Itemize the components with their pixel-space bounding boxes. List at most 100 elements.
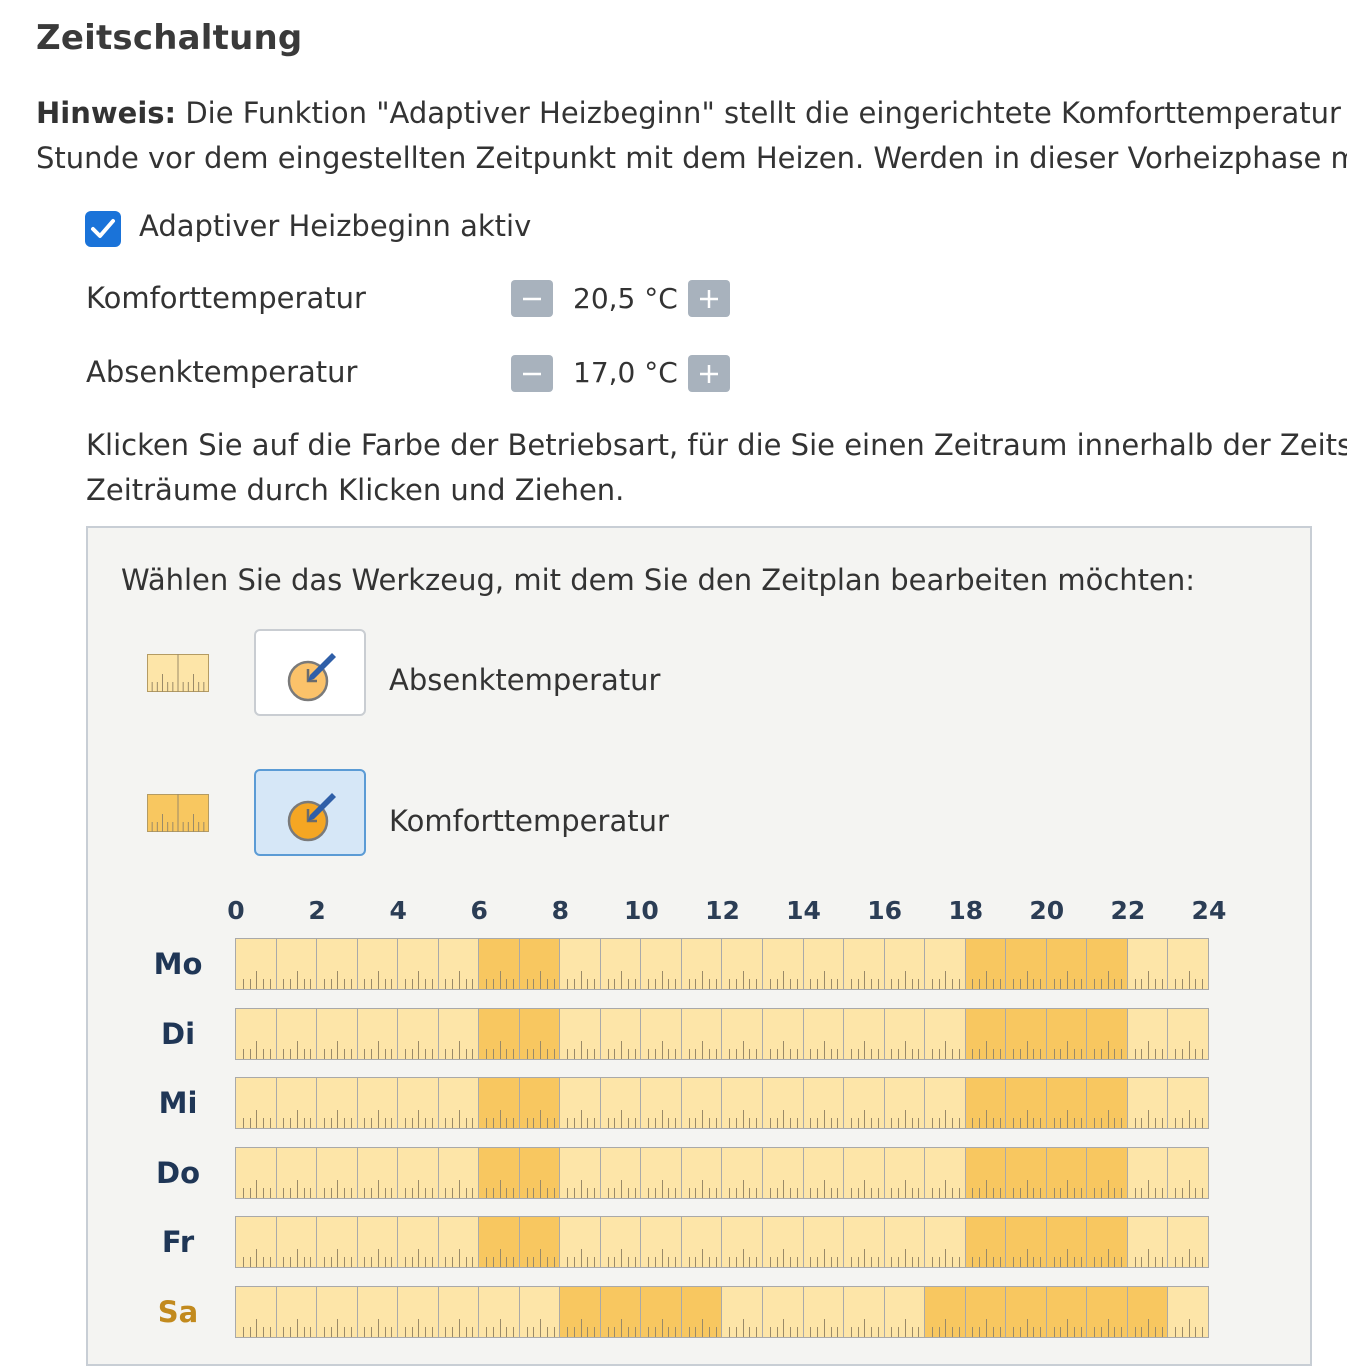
hour-slot-di-0[interactable] xyxy=(235,1007,277,1060)
hour-slot-mo-6[interactable] xyxy=(478,938,520,990)
hour-slot-di-21[interactable] xyxy=(1086,1007,1128,1060)
hour-slot-sa-20[interactable] xyxy=(1045,1286,1088,1338)
hour-slot-mo-22[interactable] xyxy=(1126,938,1169,990)
hour-slot-mi-0[interactable] xyxy=(235,1077,277,1130)
hour-slot-do-5[interactable] xyxy=(437,1146,480,1199)
hour-slot-sa-15[interactable] xyxy=(843,1286,885,1338)
hour-slot-do-20[interactable] xyxy=(1045,1146,1088,1199)
hour-slot-mo-23[interactable] xyxy=(1167,938,1209,990)
comfort-temp-increase-button[interactable] xyxy=(688,280,730,317)
hour-slot-fr-21[interactable] xyxy=(1086,1216,1128,1269)
hour-slot-sa-13[interactable] xyxy=(762,1286,804,1338)
setback-temp-decrease-button[interactable] xyxy=(511,355,553,392)
hour-slot-mo-0[interactable] xyxy=(235,938,277,990)
hour-slot-mo-15[interactable] xyxy=(843,938,885,990)
hour-slot-di-16[interactable] xyxy=(883,1007,926,1060)
hour-slot-sa-19[interactable] xyxy=(1005,1286,1047,1338)
hour-slot-sa-16[interactable] xyxy=(883,1286,926,1338)
hour-slot-fr-18[interactable] xyxy=(964,1216,1007,1269)
hour-slot-fr-16[interactable] xyxy=(883,1216,926,1269)
hour-slot-fr-5[interactable] xyxy=(437,1216,480,1269)
hour-slot-mi-16[interactable] xyxy=(883,1077,926,1130)
adaptive-heating-checkbox[interactable] xyxy=(85,211,121,247)
hour-slot-mo-17[interactable] xyxy=(924,938,966,990)
hour-slot-di-20[interactable] xyxy=(1045,1007,1088,1060)
hour-slot-mo-16[interactable] xyxy=(883,938,926,990)
hour-slot-sa-12[interactable] xyxy=(721,1286,763,1338)
hour-slot-fr-11[interactable] xyxy=(680,1216,723,1269)
hour-slot-sa-1[interactable] xyxy=(275,1286,318,1338)
hour-slot-mo-19[interactable] xyxy=(1005,938,1047,990)
hour-slot-do-10[interactable] xyxy=(640,1146,682,1199)
hour-slot-mi-13[interactable] xyxy=(762,1077,804,1130)
hour-slot-fr-23[interactable] xyxy=(1167,1216,1209,1269)
hour-slot-mi-10[interactable] xyxy=(640,1077,682,1130)
hour-slot-mi-19[interactable] xyxy=(1005,1077,1047,1130)
hour-slot-di-15[interactable] xyxy=(843,1007,885,1060)
hour-slot-mi-6[interactable] xyxy=(478,1077,520,1130)
hour-slot-sa-18[interactable] xyxy=(964,1286,1007,1338)
hour-slot-mi-5[interactable] xyxy=(437,1077,480,1130)
hour-slot-do-16[interactable] xyxy=(883,1146,926,1199)
hour-slot-di-9[interactable] xyxy=(599,1007,642,1060)
hour-slot-do-15[interactable] xyxy=(843,1146,885,1199)
hour-slot-sa-23[interactable] xyxy=(1167,1286,1209,1338)
hour-slot-do-0[interactable] xyxy=(235,1146,277,1199)
hour-slot-mo-2[interactable] xyxy=(316,938,358,990)
hour-slot-sa-11[interactable] xyxy=(680,1286,723,1338)
hour-slot-di-23[interactable] xyxy=(1167,1007,1209,1060)
day-bar-mo[interactable] xyxy=(235,938,1210,990)
hour-slot-mo-14[interactable] xyxy=(802,938,845,990)
hour-slot-do-17[interactable] xyxy=(924,1146,966,1199)
comfort-tool-button[interactable] xyxy=(254,769,366,856)
hour-slot-mi-4[interactable] xyxy=(397,1077,439,1130)
hour-slot-sa-17[interactable] xyxy=(924,1286,966,1338)
hour-slot-sa-22[interactable] xyxy=(1126,1286,1169,1338)
hour-slot-mo-9[interactable] xyxy=(599,938,642,990)
hour-slot-di-14[interactable] xyxy=(802,1007,845,1060)
hour-slot-di-17[interactable] xyxy=(924,1007,966,1060)
hour-slot-fr-19[interactable] xyxy=(1005,1216,1047,1269)
day-bar-do[interactable] xyxy=(235,1146,1210,1199)
hour-slot-di-5[interactable] xyxy=(437,1007,480,1060)
hour-slot-mi-15[interactable] xyxy=(843,1077,885,1130)
hour-slot-sa-7[interactable] xyxy=(518,1286,561,1338)
hour-slot-di-1[interactable] xyxy=(275,1007,318,1060)
hour-slot-di-18[interactable] xyxy=(964,1007,1007,1060)
comfort-color-swatch[interactable] xyxy=(147,794,209,832)
hour-slot-sa-3[interactable] xyxy=(356,1286,399,1338)
hour-slot-fr-3[interactable] xyxy=(356,1216,399,1269)
hour-slot-sa-6[interactable] xyxy=(478,1286,520,1338)
hour-slot-mi-21[interactable] xyxy=(1086,1077,1128,1130)
hour-slot-di-6[interactable] xyxy=(478,1007,520,1060)
hour-slot-di-7[interactable] xyxy=(518,1007,561,1060)
hour-slot-sa-4[interactable] xyxy=(397,1286,439,1338)
hour-slot-mo-13[interactable] xyxy=(762,938,804,990)
hour-slot-mo-7[interactable] xyxy=(518,938,561,990)
hour-slot-di-10[interactable] xyxy=(640,1007,682,1060)
hour-slot-sa-9[interactable] xyxy=(599,1286,642,1338)
hour-slot-mo-4[interactable] xyxy=(397,938,439,990)
hour-slot-mi-23[interactable] xyxy=(1167,1077,1209,1130)
day-bar-mi[interactable] xyxy=(235,1077,1210,1130)
hour-slot-do-18[interactable] xyxy=(964,1146,1007,1199)
hour-slot-mo-21[interactable] xyxy=(1086,938,1128,990)
hour-slot-fr-20[interactable] xyxy=(1045,1216,1088,1269)
hour-slot-do-11[interactable] xyxy=(680,1146,723,1199)
hour-slot-mo-12[interactable] xyxy=(721,938,763,990)
hour-slot-fr-15[interactable] xyxy=(843,1216,885,1269)
hour-slot-mi-17[interactable] xyxy=(924,1077,966,1130)
hour-slot-do-22[interactable] xyxy=(1126,1146,1169,1199)
hour-slot-mo-3[interactable] xyxy=(356,938,399,990)
hour-slot-sa-21[interactable] xyxy=(1086,1286,1128,1338)
comfort-temp-decrease-button[interactable] xyxy=(511,280,553,317)
hour-slot-do-12[interactable] xyxy=(721,1146,763,1199)
hour-slot-mo-1[interactable] xyxy=(275,938,318,990)
hour-slot-di-4[interactable] xyxy=(397,1007,439,1060)
hour-slot-mo-8[interactable] xyxy=(559,938,601,990)
hour-slot-do-23[interactable] xyxy=(1167,1146,1209,1199)
day-bar-fr[interactable] xyxy=(235,1216,1210,1269)
hour-slot-fr-4[interactable] xyxy=(397,1216,439,1269)
hour-slot-do-4[interactable] xyxy=(397,1146,439,1199)
hour-slot-mo-11[interactable] xyxy=(680,938,723,990)
